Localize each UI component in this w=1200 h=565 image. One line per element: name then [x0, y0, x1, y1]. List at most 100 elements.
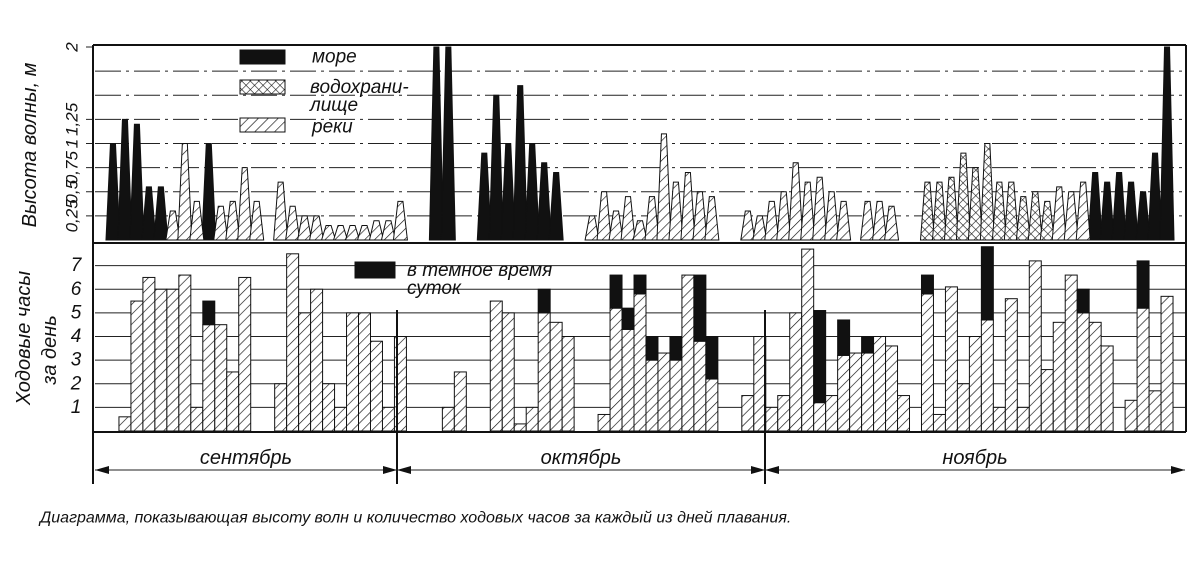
bar-segment	[705, 336, 719, 380]
bar-segment	[956, 383, 970, 432]
wave-area	[883, 205, 900, 241]
bar-segment	[861, 352, 875, 432]
bar-segment	[813, 402, 827, 432]
bar-segment	[1148, 390, 1162, 432]
y-tick-label: 1	[63, 139, 82, 148]
wave-area	[764, 200, 780, 241]
bar-segment	[1016, 406, 1030, 432]
y-tick-label: 3	[71, 350, 82, 371]
wave-area	[704, 196, 720, 241]
bar-segment	[118, 416, 132, 432]
bar-segment	[202, 324, 216, 432]
y-tick-label: 5	[71, 302, 82, 323]
legend-label: в темное время суток	[407, 260, 552, 299]
bar-segment	[897, 395, 911, 432]
bar-segment	[849, 352, 863, 432]
bar-segment	[597, 413, 611, 432]
month-label: сентябрь	[200, 447, 292, 469]
bar-segment	[358, 312, 371, 432]
wave-area	[872, 200, 888, 241]
month-label: октябрь	[541, 447, 622, 469]
bar-segment	[310, 288, 324, 432]
y-tick-label: 4	[71, 326, 82, 347]
y-tick-label: 7	[71, 255, 83, 276]
bar-segment	[1028, 260, 1042, 432]
wave-area	[500, 143, 516, 241]
wave-area	[392, 200, 408, 241]
legend-label: реки	[311, 117, 353, 138]
bar-segment	[813, 310, 827, 404]
bar-segment	[322, 383, 336, 432]
bar-segment	[693, 340, 707, 432]
bar-segment	[705, 378, 719, 432]
wave-area	[476, 152, 492, 241]
bar-segment	[633, 293, 647, 432]
bar-segment	[753, 336, 767, 432]
bar-segment	[633, 274, 647, 295]
bar-segment	[741, 395, 755, 432]
legend-label: море	[312, 47, 357, 68]
bar-segment	[980, 319, 994, 432]
wave-area	[524, 143, 540, 241]
bar-segment	[154, 288, 168, 432]
bar-segment	[920, 293, 934, 432]
y-tick-label: 0,75	[63, 151, 82, 185]
y-tick-label: 1	[71, 397, 82, 418]
wave-area	[991, 181, 1007, 241]
bar-segment	[537, 288, 551, 314]
bar-segment	[346, 312, 360, 432]
bar-segment	[166, 288, 180, 432]
wave-area	[201, 143, 217, 241]
y-tick-label: 2	[63, 42, 82, 53]
bar-segment	[1076, 288, 1090, 314]
bar-segment	[765, 406, 779, 432]
bar-segment	[992, 406, 1006, 432]
bar-segment	[621, 307, 635, 330]
wave-area	[931, 181, 947, 241]
legend-swatch	[239, 49, 286, 65]
wave-area	[1087, 171, 1103, 241]
bar-segment	[1004, 298, 1018, 432]
wave-area	[800, 181, 816, 241]
bar-segment	[920, 274, 934, 295]
bar-segment	[334, 406, 348, 432]
arrowhead	[751, 466, 765, 474]
wave-area	[1099, 181, 1115, 241]
wave-area	[285, 205, 301, 241]
bar-segment	[657, 352, 671, 432]
wave-area	[512, 85, 528, 241]
bar-segment	[1160, 295, 1174, 432]
bar-segment	[1124, 399, 1138, 432]
bar-segment	[944, 286, 958, 432]
wave-area	[1039, 200, 1055, 241]
wave-area	[165, 210, 181, 241]
y-tick-label: 0,5	[63, 179, 82, 203]
wave-area	[368, 220, 385, 241]
wave-area	[1123, 181, 1139, 241]
bar-segment	[1064, 274, 1078, 432]
bar-segment	[968, 336, 982, 432]
wave-area	[213, 205, 229, 241]
wave-area	[943, 176, 959, 241]
bar-segment	[932, 413, 946, 432]
bar-segment	[621, 328, 635, 432]
y-tick-label: 6	[71, 279, 82, 300]
wave-area	[967, 167, 983, 241]
bar-segment	[681, 274, 695, 432]
wave-area	[644, 196, 660, 241]
bar-segment	[489, 300, 503, 432]
wave-area	[177, 143, 193, 241]
bar-segment	[238, 276, 252, 432]
wave-area	[153, 186, 169, 241]
wave-area	[979, 143, 995, 241]
wave-area	[536, 162, 552, 241]
legend-swatch	[239, 79, 286, 95]
bar-segment	[441, 406, 455, 432]
wave-area	[117, 118, 133, 241]
bar-segment	[609, 274, 623, 309]
wave-area	[955, 152, 971, 241]
bar-segment	[178, 274, 192, 432]
arrowhead	[397, 466, 411, 474]
bar-segment	[381, 406, 395, 432]
wave-area	[488, 94, 504, 241]
